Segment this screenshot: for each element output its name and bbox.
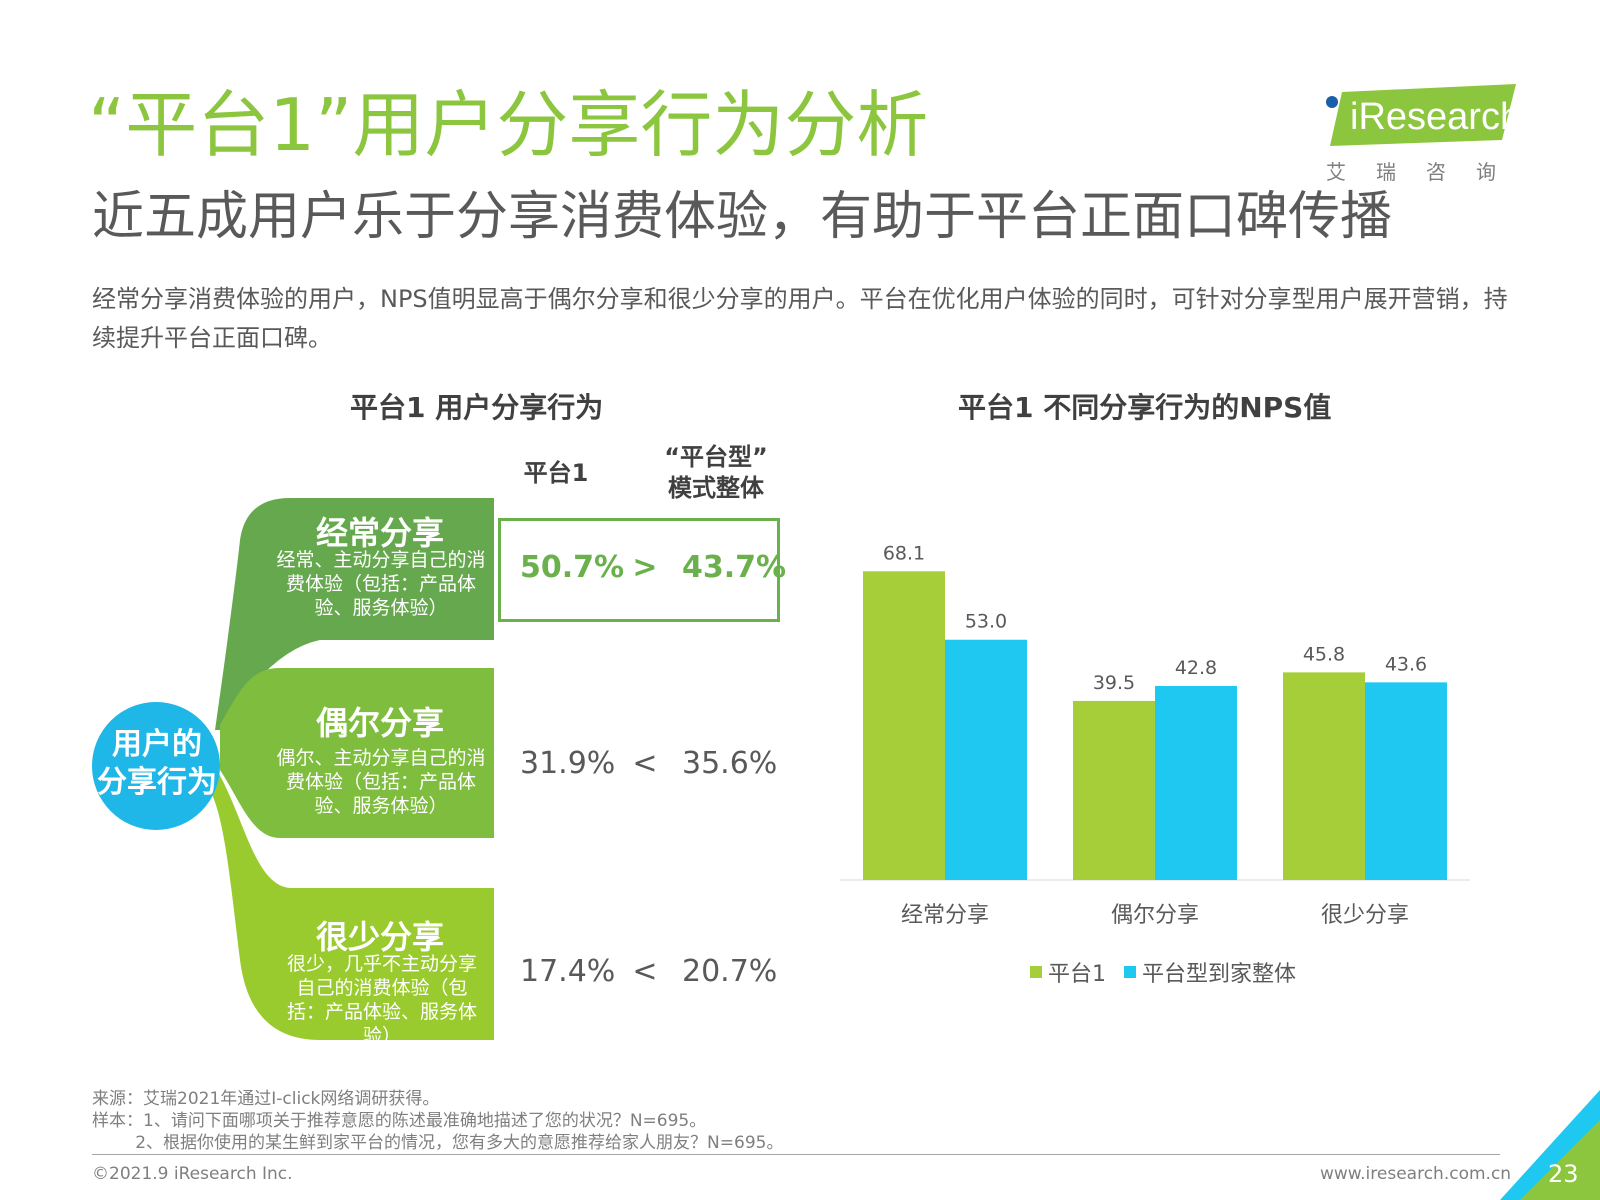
data-label-overall-2: 43.6	[1385, 653, 1427, 675]
legend-swatch-overall	[1124, 966, 1136, 978]
website-url: www.iresearch.com.cn	[1320, 1164, 1512, 1184]
chart-legend: 平台1 平台型到家整体	[1030, 956, 1296, 988]
legend-item-overall: 平台型到家整体	[1124, 956, 1296, 988]
logo-chinese-name: 艾瑞咨询	[1326, 160, 1526, 184]
x-tick-label-0: 经常分享	[901, 903, 989, 928]
frequent-comparison: >	[632, 550, 658, 585]
source-line1: 来源：艾瑞2021年通过I-click网络调研获得。	[92, 1089, 440, 1109]
center-circle	[92, 702, 220, 830]
bar-overall-1	[1155, 685, 1237, 880]
branch-occasional	[220, 668, 494, 838]
bar-overall-0	[945, 639, 1027, 880]
center-label-line2: 分享行为	[97, 765, 217, 800]
footer-divider	[92, 1154, 1500, 1155]
left-panel-title: 平台1 用户分享行为	[350, 391, 604, 424]
page-description: 经常分享消费体验的用户，NPS值明显高于偶尔分享和很少分享的用户。平台在优化用户…	[92, 285, 1508, 352]
source-line2: 样本：1、请问下面哪项关于推荐意愿的陈述最准确地描述了您的状况？N=695。	[92, 1111, 707, 1131]
legend-item-platform1: 平台1	[1030, 956, 1106, 988]
category-occasional-desc: 偶尔、主动分享自己的消费体验（包括：产品体验、服务体验）	[276, 747, 486, 817]
bar-platform1-2	[1283, 672, 1365, 880]
center-label: 用户的 分享行为	[92, 726, 222, 802]
logo-text: iResearch	[1350, 96, 1522, 138]
occasional-model-value: 35.6%	[682, 746, 778, 781]
data-label-platform1-2: 45.8	[1303, 643, 1345, 665]
branch-frequent	[215, 498, 494, 730]
legend-label-platform1: 平台1	[1048, 962, 1106, 987]
frequent-platform-value: 50.7%	[520, 550, 625, 585]
center-label-line1: 用户的	[112, 727, 202, 762]
page-number: 23	[1548, 1160, 1579, 1188]
bar-platform1-1	[1073, 700, 1155, 880]
column-header-model-line1: “平台型”	[664, 443, 768, 471]
data-label-platform1-1: 39.5	[1093, 672, 1135, 694]
data-label-overall-1: 42.8	[1175, 657, 1217, 679]
source-line3: 2、根据你使用的某生鲜到家平台的情况，您有多大的意愿推荐给家人朋友？N=695。	[92, 1133, 784, 1153]
rare-model-value: 20.7%	[682, 954, 778, 989]
category-rare-name: 很少分享	[315, 918, 444, 956]
occasional-platform-value: 31.9%	[520, 746, 616, 781]
category-frequent-desc: 经常、主动分享自己的消费体验（包括：产品体验、服务体验）	[276, 549, 486, 619]
x-tick-label-2: 很少分享	[1321, 903, 1409, 928]
nps-bar-chart: 68.1 53.0 经常分享 39.5 42.8 偶尔分享 45.8 43.6 很少分享	[840, 542, 1470, 928]
rare-comparison: <	[632, 954, 658, 989]
column-header-platform: 平台1	[523, 459, 589, 487]
page-subtitle: 近五成用户乐于分享消费体验，有助于平台正面口碑传播	[92, 187, 1393, 247]
column-header-model: “平台型” 模式整体	[656, 442, 776, 504]
category-rare-desc: 很少，几乎不主动分享自己的消费体验（包括：产品体验、服务体验）	[286, 953, 477, 1047]
share-behavior-mindmap	[92, 498, 494, 1040]
legend-label-overall: 平台型到家整体	[1142, 962, 1297, 987]
iresearch-logo	[1326, 84, 1516, 146]
x-tick-label-1: 偶尔分享	[1111, 903, 1199, 928]
corner-decoration	[1500, 1090, 1600, 1200]
rare-platform-value: 17.4%	[520, 954, 616, 989]
data-label-platform1-0: 68.1	[883, 542, 925, 564]
page-title: “平台1”用户分享行为分析	[88, 83, 929, 167]
bar-platform1-0	[863, 571, 945, 880]
bar-overall-2	[1365, 682, 1447, 880]
legend-swatch-platform1	[1030, 966, 1042, 978]
highlight-box	[498, 518, 780, 622]
column-header-model-line2: 模式整体	[668, 474, 764, 502]
frequent-model-value: 43.7%	[682, 550, 787, 585]
occasional-comparison: <	[632, 746, 658, 781]
category-occasional-name: 偶尔分享	[315, 704, 444, 742]
category-frequent-name: 经常分享	[315, 514, 444, 552]
branch-rare	[210, 772, 494, 1040]
chart-title: 平台1 不同分享行为的NPS值	[958, 391, 1332, 424]
data-label-overall-0: 53.0	[965, 611, 1007, 633]
copyright: ©2021.9 iResearch Inc.	[92, 1164, 293, 1184]
source-note: 来源：艾瑞2021年通过I-click网络调研获得。 样本：1、请问下面哪项关于…	[92, 1088, 783, 1154]
